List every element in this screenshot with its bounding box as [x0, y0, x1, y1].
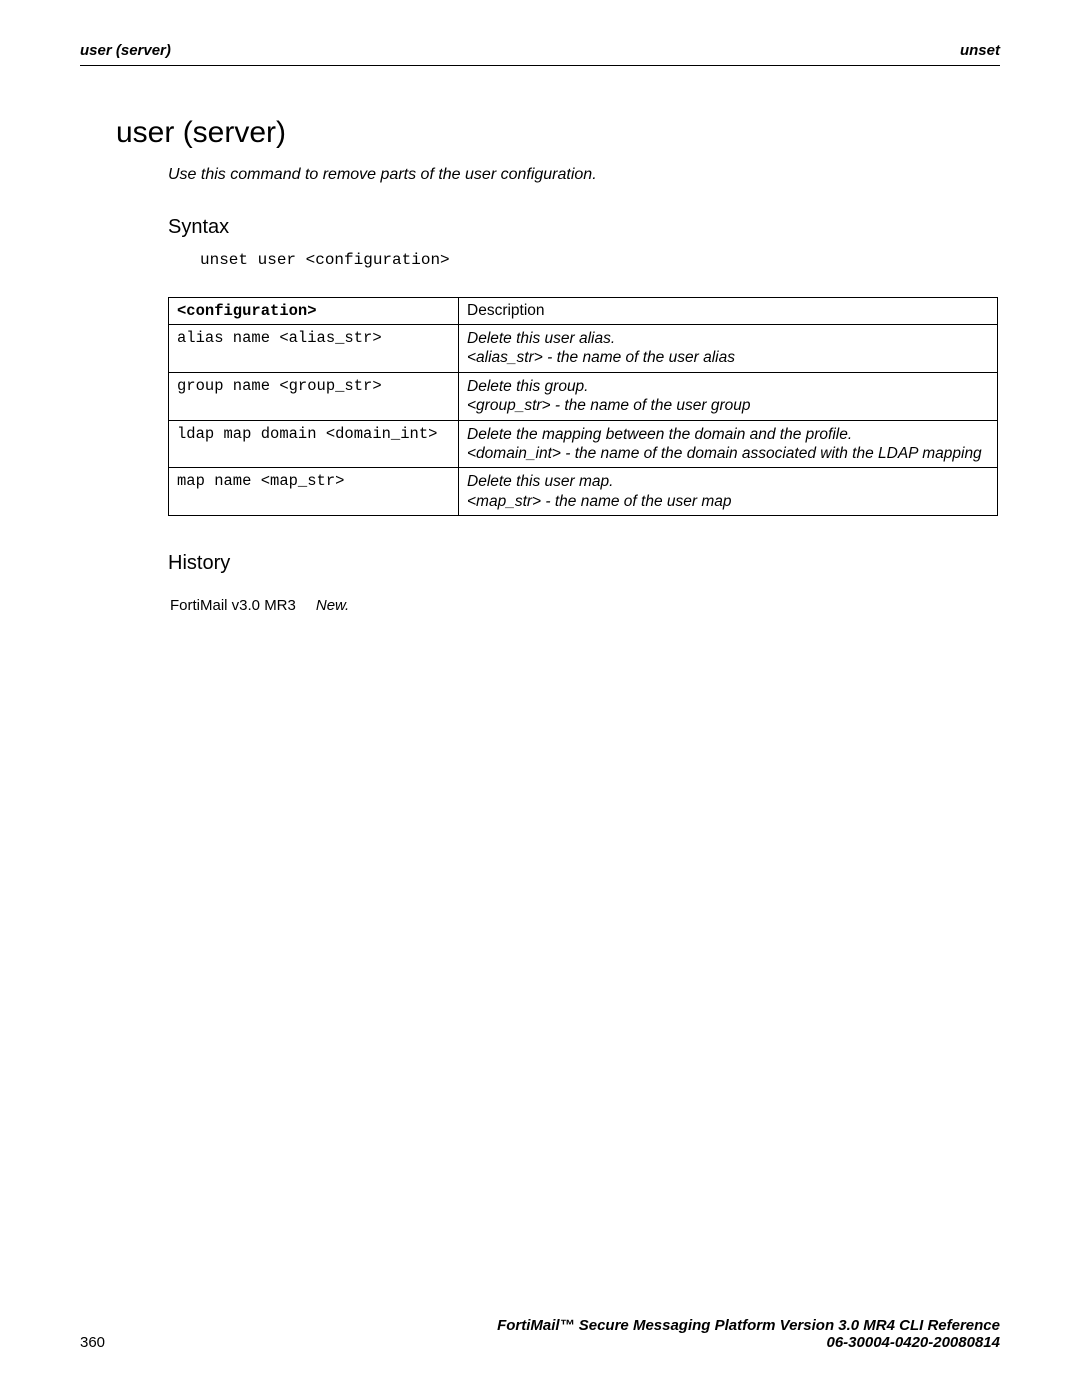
syntax-heading: Syntax — [168, 216, 1000, 239]
desc-line: Delete this group. — [467, 377, 989, 396]
table-row: map name <map_str> Delete this user map.… — [169, 468, 998, 516]
desc-line: Delete the mapping between the domain an… — [467, 425, 989, 444]
header-right: unset — [960, 42, 1000, 59]
footer-product-line: FortiMail™ Secure Messaging Platform Ver… — [497, 1317, 1000, 1334]
desc-cell: Delete this user alias. <alias_str> - th… — [459, 325, 998, 373]
configuration-table: <configuration> Description alias name <… — [168, 297, 998, 516]
history-table: FortiMail v3.0 MR3 New. — [168, 595, 369, 616]
desc-line: <domain_int> - the name of the domain as… — [467, 444, 989, 463]
footer-doc-number: 06-30004-0420-20080814 — [497, 1334, 1000, 1351]
history-heading: History — [168, 552, 1000, 575]
page-footer: 360 FortiMail™ Secure Messaging Platform… — [80, 1317, 1000, 1357]
document-page: user (server) unset user (server) Use th… — [0, 0, 1080, 1397]
page-title: user (server) — [116, 116, 1000, 150]
config-cell: map name <map_str> — [169, 468, 459, 516]
header-left: user (server) — [80, 42, 171, 59]
desc-cell: Delete this group. <group_str> - the nam… — [459, 372, 998, 420]
footer-page-number: 360 — [80, 1334, 105, 1351]
desc-line: Delete this user map. — [467, 472, 989, 491]
desc-cell: Delete the mapping between the domain an… — [459, 420, 998, 468]
history-row: FortiMail v3.0 MR3 New. — [170, 597, 367, 614]
table-row: group name <group_str> Delete this group… — [169, 372, 998, 420]
intro-text: Use this command to remove parts of the … — [168, 166, 1000, 184]
page-header: user (server) unset — [80, 42, 1000, 66]
header-description: Description — [459, 298, 998, 325]
desc-line: <alias_str> - the name of the user alias — [467, 348, 989, 367]
desc-line: Delete this user alias. — [467, 329, 989, 348]
desc-line: <map_str> - the name of the user map — [467, 492, 989, 511]
syntax-code: unset user <configuration> — [200, 251, 1000, 269]
header-configuration: <configuration> — [169, 298, 459, 325]
history-version: FortiMail v3.0 MR3 — [170, 597, 314, 614]
config-cell: ldap map domain <domain_int> — [169, 420, 459, 468]
history-status: New. — [316, 597, 367, 614]
config-cell: group name <group_str> — [169, 372, 459, 420]
page-content: user (server) Use this command to remove… — [116, 116, 1000, 1317]
table-header-row: <configuration> Description — [169, 298, 998, 325]
desc-cell: Delete this user map. <map_str> - the na… — [459, 468, 998, 516]
footer-right: FortiMail™ Secure Messaging Platform Ver… — [497, 1317, 1000, 1351]
table-row: alias name <alias_str> Delete this user … — [169, 325, 998, 373]
config-cell: alias name <alias_str> — [169, 325, 459, 373]
desc-line: <group_str> - the name of the user group — [467, 396, 989, 415]
table-row: ldap map domain <domain_int> Delete the … — [169, 420, 998, 468]
